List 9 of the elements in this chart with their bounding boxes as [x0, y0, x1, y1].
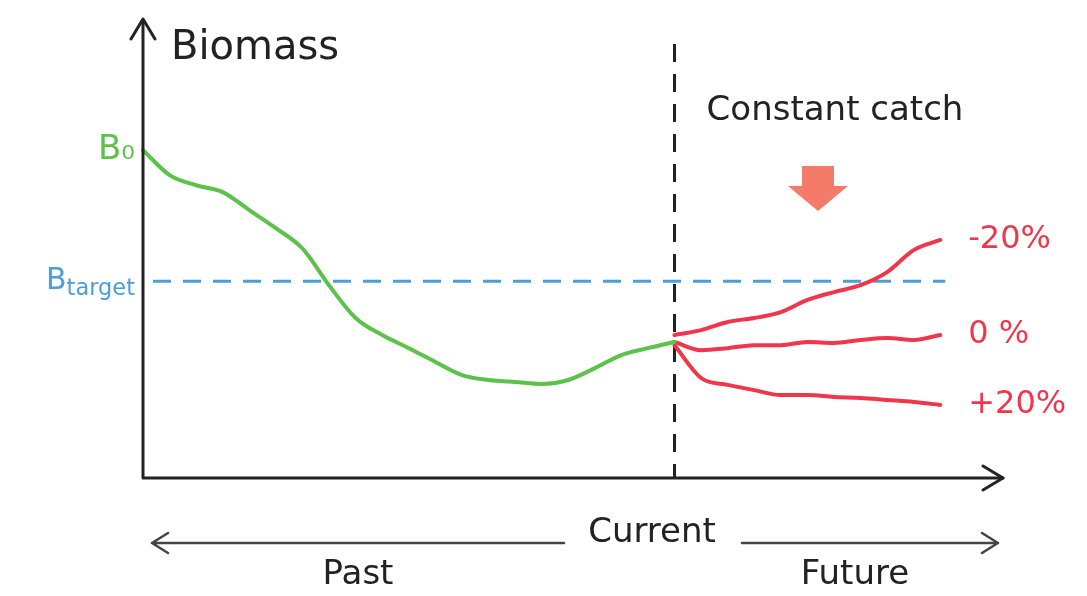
y-axis-title: Biomass: [171, 22, 340, 69]
series-label: 0 %: [968, 313, 1030, 352]
text: Past: [322, 552, 394, 592]
series-label: +20%: [968, 383, 1067, 422]
text: Current: [588, 510, 716, 550]
series-label: -20%: [968, 218, 1051, 257]
text: Future: [800, 552, 910, 592]
annotation: B₀: [98, 126, 136, 167]
text: Constant catch: [706, 88, 964, 128]
